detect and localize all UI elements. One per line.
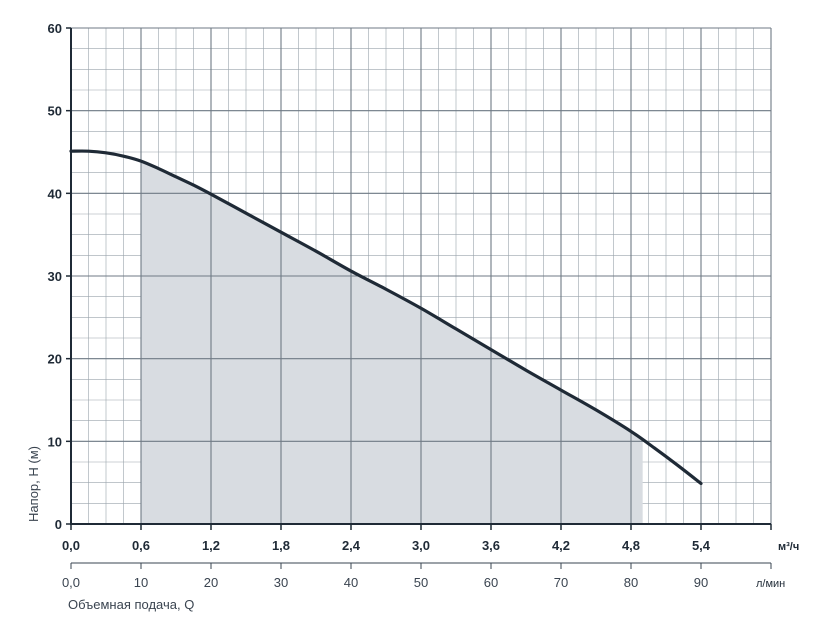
x-tick-label-m3h: 0,0 xyxy=(62,538,80,553)
y-tick-label: 60 xyxy=(48,21,62,36)
y-tick-label: 30 xyxy=(48,269,62,284)
y-tick-label: 40 xyxy=(48,186,62,201)
x-tick-label-m3h: 0,6 xyxy=(132,538,150,553)
x-tick-label-m3h: 3,0 xyxy=(412,538,430,553)
y-tick-labels: 0 10 20 30 40 50 60 xyxy=(48,21,62,532)
major-grid xyxy=(71,27,772,524)
y-tick-label: 20 xyxy=(48,352,62,367)
axes xyxy=(66,27,772,569)
x-tick-label-m3h: 4,8 xyxy=(622,538,640,553)
x-tick-labels-m3h: 0,0 0,6 1,2 1,8 2,4 3,0 3,6 4,2 4,8 5,4 xyxy=(62,538,711,553)
y-axis-title: Напор, Н (м) xyxy=(26,446,41,522)
x-tick-label-lmin: 30 xyxy=(274,575,288,590)
x-tick-label-m3h: 4,2 xyxy=(552,538,570,553)
x-unit-secondary: л/мин xyxy=(756,578,785,590)
x-tick-label-m3h: 1,8 xyxy=(272,538,290,553)
x-tick-label-lmin: 60 xyxy=(484,575,498,590)
x-tick-label-lmin: 50 xyxy=(414,575,428,590)
y-tick-label: 10 xyxy=(48,434,62,449)
operating-range-area xyxy=(141,161,643,525)
x-tick-label-lmin: 90 xyxy=(694,575,708,590)
x-tick-label-m3h: 2,4 xyxy=(342,538,361,553)
x-tick-label-m3h: 5,4 xyxy=(692,538,711,553)
x-tick-label-lmin: 0,0 xyxy=(62,575,80,590)
x-tick-label-m3h: 1,2 xyxy=(202,538,220,553)
x-tick-label-lmin: 20 xyxy=(204,575,218,590)
x-axis-title: Объемная подача, Q xyxy=(68,597,194,612)
x-tick-labels-lmin: 0,0 10 20 30 40 50 60 70 80 90 xyxy=(62,575,708,590)
x-tick-label-lmin: 80 xyxy=(624,575,638,590)
head-curve-line xyxy=(69,149,703,486)
y-tick-label: 50 xyxy=(48,104,62,119)
y-tick-label: 0 xyxy=(55,517,62,532)
x-tick-label-lmin: 70 xyxy=(554,575,568,590)
x-unit-primary: м³/ч xyxy=(778,541,799,553)
x-tick-label-lmin: 40 xyxy=(344,575,358,590)
x-tick-label-lmin: 10 xyxy=(134,575,148,590)
x-tick-label-m3h: 3,6 xyxy=(482,538,500,553)
